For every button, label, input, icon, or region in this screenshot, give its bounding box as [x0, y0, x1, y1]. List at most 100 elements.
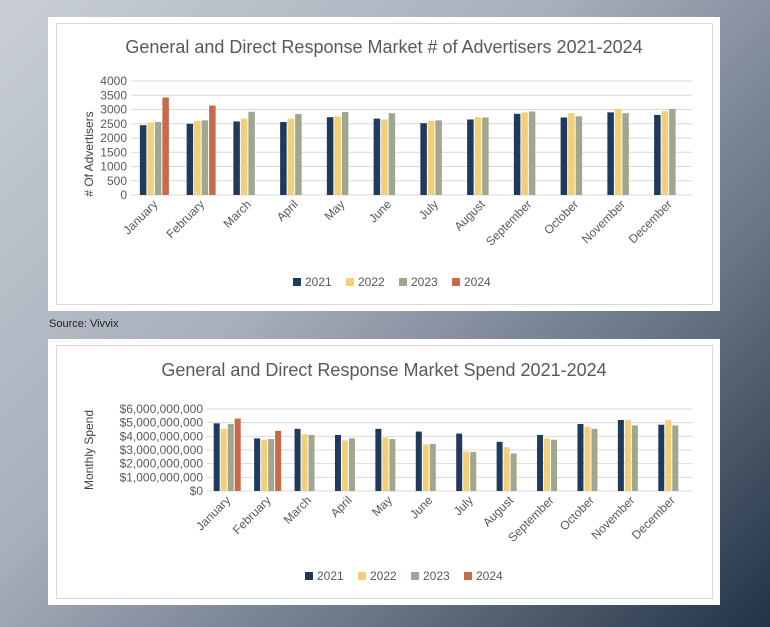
bar-2023-march — [308, 434, 315, 491]
bar-2022-july — [427, 120, 435, 195]
legend-label-2021: 2021 — [305, 275, 332, 289]
bar-2022-august — [503, 447, 510, 491]
bar-2021-june — [373, 118, 381, 195]
bar-2024-january — [234, 418, 241, 491]
y-tick-label: $2,000,000,000 — [120, 457, 204, 471]
y-tick-label: 4000 — [100, 74, 127, 88]
x-tick-label: August — [451, 197, 488, 234]
bar-2024-february — [209, 105, 216, 195]
bar-2022-june — [422, 444, 429, 491]
bar-2021-january — [213, 423, 220, 491]
chart-title: General and Direct Response Market Spend… — [161, 360, 606, 380]
legend-swatch-2024 — [464, 572, 472, 580]
bar-2023-july — [435, 120, 442, 195]
x-tick-label: December — [629, 493, 678, 542]
bar-2022-february — [261, 439, 268, 491]
x-tick-label: September — [483, 197, 534, 248]
y-tick-label: 0 — [120, 188, 127, 202]
bar-2023-march — [248, 111, 255, 195]
bar-2021-november — [617, 419, 624, 491]
legend-label-2023: 2023 — [411, 275, 438, 289]
legend-label-2022: 2022 — [370, 569, 397, 583]
bar-2021-april — [334, 434, 341, 491]
bar-2021-july — [420, 123, 427, 195]
y-tick-label: $4,000,000,000 — [120, 429, 204, 443]
advertisers-chart: General and Direct Response Market # of … — [82, 37, 692, 289]
bar-2021-october — [577, 424, 584, 491]
advertisers-chart-frame: General and Direct Response Market # of … — [56, 23, 713, 305]
bar-2021-december — [654, 114, 661, 195]
advertisers-chart-panel: General and Direct Response Market # of … — [48, 17, 720, 311]
x-tick-label: July — [416, 197, 441, 222]
legend-swatch-2023 — [399, 278, 407, 286]
x-tick-label: December — [626, 197, 675, 246]
spend-chart: General and Direct Response Market Spend… — [82, 360, 692, 583]
x-tick-label: May — [369, 493, 395, 519]
y-tick-label: $1,000,000,000 — [120, 470, 204, 484]
legend-swatch-2023 — [411, 572, 419, 580]
bar-2022-october — [584, 426, 591, 491]
bar-2022-april — [287, 118, 295, 195]
bar-2021-march — [294, 428, 301, 491]
x-tick-label: January — [120, 197, 160, 237]
x-tick-label: November — [579, 197, 628, 246]
legend-label-2024: 2024 — [476, 569, 503, 583]
bar-2021-june — [415, 431, 422, 491]
y-tick-label: $5,000,000,000 — [120, 416, 204, 430]
bar-2021-july — [456, 433, 463, 491]
bar-2022-december — [665, 419, 672, 491]
bar-2023-january — [154, 122, 162, 195]
bar-2023-november — [631, 425, 638, 491]
bar-2022-december — [661, 111, 669, 195]
legend-label-2021: 2021 — [317, 569, 344, 583]
bar-2024-january — [162, 97, 169, 195]
bar-2023-may — [389, 439, 396, 491]
legend-label-2024: 2024 — [464, 275, 491, 289]
spend-chart-frame: General and Direct Response Market Spend… — [56, 345, 713, 599]
bar-2022-january — [147, 122, 154, 195]
x-tick-label: August — [480, 493, 517, 530]
bar-2021-september — [537, 434, 544, 491]
source-note: Source: Vivvix — [49, 318, 119, 330]
bar-2023-april — [295, 114, 302, 195]
bar-2022-may — [334, 116, 341, 195]
bar-2022-april — [341, 440, 348, 491]
y-tick-label: $3,000,000,000 — [120, 443, 204, 457]
bar-2022-march — [301, 434, 308, 491]
bar-2022-july — [463, 451, 470, 491]
bar-2023-january — [227, 424, 234, 491]
y-tick-label: 1000 — [100, 160, 127, 174]
x-tick-label: February — [230, 493, 274, 537]
bar-2023-october — [575, 116, 583, 195]
bar-2021-february — [186, 123, 194, 195]
y-tick-label: $6,000,000,000 — [120, 402, 204, 416]
legend-label-2022: 2022 — [358, 275, 385, 289]
bar-2023-june — [388, 113, 396, 195]
x-tick-label: June — [366, 197, 395, 226]
legend-swatch-2021 — [305, 572, 313, 580]
chart-title: General and Direct Response Market # of … — [125, 37, 642, 57]
bar-2023-february — [268, 439, 275, 491]
bar-2022-january — [220, 428, 227, 491]
bar-2022-october — [568, 113, 575, 195]
bar-2023-august — [510, 453, 517, 491]
bar-2021-march — [233, 121, 240, 195]
y-tick-label: 2000 — [100, 131, 127, 145]
bar-2021-february — [254, 438, 261, 491]
bar-2022-september — [521, 112, 528, 195]
bar-2023-december — [672, 425, 679, 491]
legend-swatch-2022 — [346, 278, 354, 286]
spend-chart-panel: General and Direct Response Market Spend… — [48, 339, 720, 605]
bar-2021-may — [375, 428, 382, 491]
bar-2023-february — [201, 120, 209, 195]
bar-2023-august — [482, 117, 489, 195]
bar-2023-april — [348, 438, 355, 491]
bar-2021-august — [467, 119, 474, 195]
bar-2023-october — [591, 428, 598, 491]
bar-2023-september — [528, 111, 536, 195]
y-tick-label: 3000 — [100, 103, 127, 117]
bar-2021-may — [326, 117, 334, 195]
legend-swatch-2021 — [293, 278, 301, 286]
bar-2023-june — [429, 443, 436, 491]
bar-2022-february — [194, 120, 201, 195]
